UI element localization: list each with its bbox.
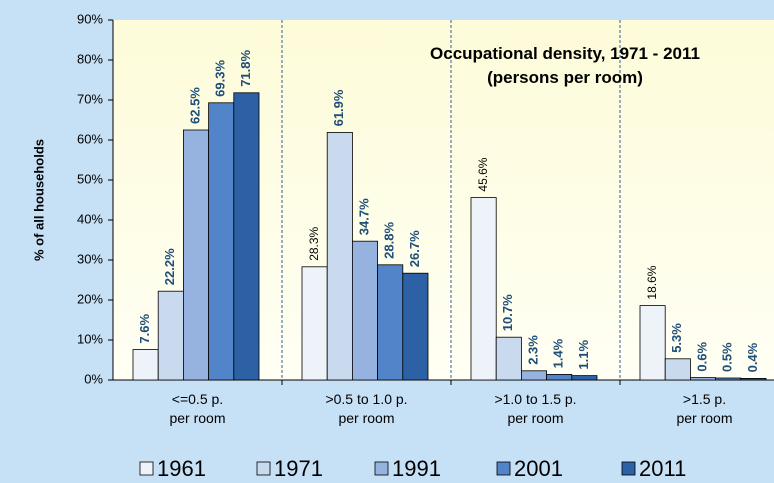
bar bbox=[208, 102, 235, 381]
bar bbox=[690, 377, 717, 381]
x-tick-label: <=0.5 p. per room bbox=[169, 391, 226, 426]
data-label: 45.6% bbox=[476, 157, 490, 191]
data-label: 69.3% bbox=[213, 59, 228, 96]
bar bbox=[639, 305, 666, 381]
bar bbox=[571, 375, 598, 381]
bar bbox=[351, 240, 378, 381]
data-label: 10.7% bbox=[500, 294, 515, 331]
y-tick-label: 40% bbox=[77, 211, 103, 226]
chart-title: Occupational density, 1971 - 2011 (perso… bbox=[430, 44, 700, 87]
bars: 7.6% 22.2% 62.5% 69.3% 71.8% 28.3% 61.9% 34.7% 2… bbox=[132, 49, 767, 381]
y-tick-label: 70% bbox=[77, 91, 103, 106]
x-tick-label: >1.0 to 1.5 p. per room bbox=[494, 391, 577, 426]
bar bbox=[182, 129, 209, 381]
legend-label: 2011 bbox=[639, 456, 686, 481]
bar bbox=[132, 349, 159, 381]
y-tick-label: 10% bbox=[77, 331, 103, 346]
legend-swatch bbox=[496, 461, 511, 476]
bar bbox=[715, 377, 742, 381]
bar bbox=[470, 197, 497, 381]
data-label: 0.5% bbox=[720, 342, 735, 372]
data-label: 22.2% bbox=[162, 248, 177, 285]
y-tick-label: 20% bbox=[77, 291, 103, 306]
bar bbox=[664, 358, 691, 381]
data-label: 0.6% bbox=[694, 342, 709, 372]
bar bbox=[233, 92, 260, 381]
legend-label: 1971 bbox=[274, 456, 323, 481]
y-tick-label: 90% bbox=[77, 11, 103, 26]
bar bbox=[377, 264, 404, 381]
y-axis-label: % of all households bbox=[31, 139, 46, 261]
legend-label: 2001 bbox=[514, 456, 563, 481]
data-label: 1.1% bbox=[576, 340, 591, 370]
data-label: 62.5% bbox=[187, 87, 202, 124]
bar bbox=[326, 131, 353, 381]
bar bbox=[740, 377, 767, 381]
legend-label: 1961 bbox=[157, 456, 206, 481]
y-tick-label: 60% bbox=[77, 131, 103, 146]
y-tick-label: 50% bbox=[77, 171, 103, 186]
data-label: 5.3% bbox=[669, 323, 684, 353]
y-tick-label: 30% bbox=[77, 251, 103, 266]
x-tick-label: >1.5 p. per room bbox=[676, 391, 733, 426]
y-tick-label: 0% bbox=[84, 371, 103, 386]
bar bbox=[521, 370, 548, 381]
bar bbox=[402, 272, 429, 381]
legend-swatch bbox=[139, 461, 154, 476]
y-tick-label: 80% bbox=[77, 51, 103, 66]
legend-swatch bbox=[374, 461, 389, 476]
legend-swatch bbox=[256, 461, 271, 476]
data-label: 0.4% bbox=[745, 342, 760, 372]
bar bbox=[157, 290, 184, 381]
data-label: 1.4% bbox=[551, 338, 566, 368]
data-label: 71.8% bbox=[238, 49, 253, 86]
data-label: 26.7% bbox=[407, 230, 422, 267]
data-label: 7.6% bbox=[137, 314, 152, 344]
x-tick-label: >0.5 to 1.0 p. per room bbox=[325, 391, 408, 426]
data-label: 61.9% bbox=[331, 89, 346, 126]
bar bbox=[546, 373, 573, 381]
bar bbox=[301, 266, 328, 381]
data-label: 18.6% bbox=[645, 265, 659, 299]
data-label: 34.7% bbox=[356, 198, 371, 235]
legend-label: 1991 bbox=[392, 456, 441, 481]
legend-swatch bbox=[621, 461, 636, 476]
bar bbox=[495, 336, 522, 381]
data-label: 2.3% bbox=[525, 335, 540, 365]
data-label: 28.8% bbox=[382, 221, 397, 258]
data-label: 28.3% bbox=[307, 226, 321, 260]
